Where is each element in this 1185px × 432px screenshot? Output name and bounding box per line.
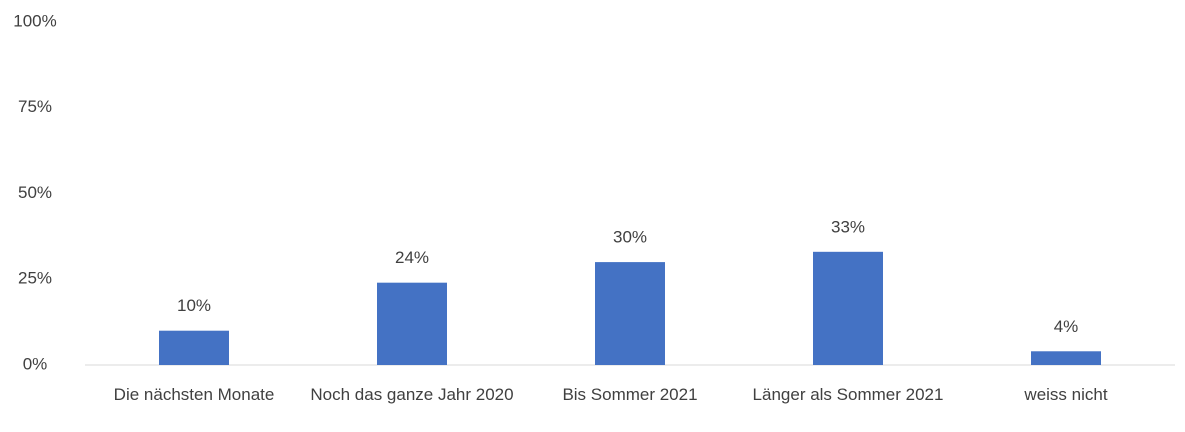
x-tick-label: Noch das ganze Jahr 2020 (310, 385, 514, 404)
x-tick-label: Die nächsten Monate (113, 385, 275, 404)
data-label: 30% (613, 228, 647, 247)
bar (813, 251, 883, 365)
data-label: 4% (1054, 317, 1079, 336)
bar (377, 282, 447, 365)
y-tick-label: 75% (18, 97, 52, 116)
x-tick-label: Länger als Sommer 2021 (752, 385, 944, 404)
data-label: 33% (831, 217, 865, 236)
bar (159, 330, 229, 365)
y-tick-label: 100% (13, 11, 56, 30)
y-tick-label: 50% (18, 183, 52, 202)
y-tick-label: 0% (23, 354, 48, 373)
data-label: 24% (395, 248, 429, 267)
x-tick-label: Bis Sommer 2021 (562, 385, 698, 404)
data-label: 10% (177, 296, 211, 315)
y-tick-label: 25% (18, 269, 52, 288)
bar (1031, 351, 1101, 365)
bar (595, 262, 665, 365)
x-tick-label: weiss nicht (1024, 385, 1108, 404)
